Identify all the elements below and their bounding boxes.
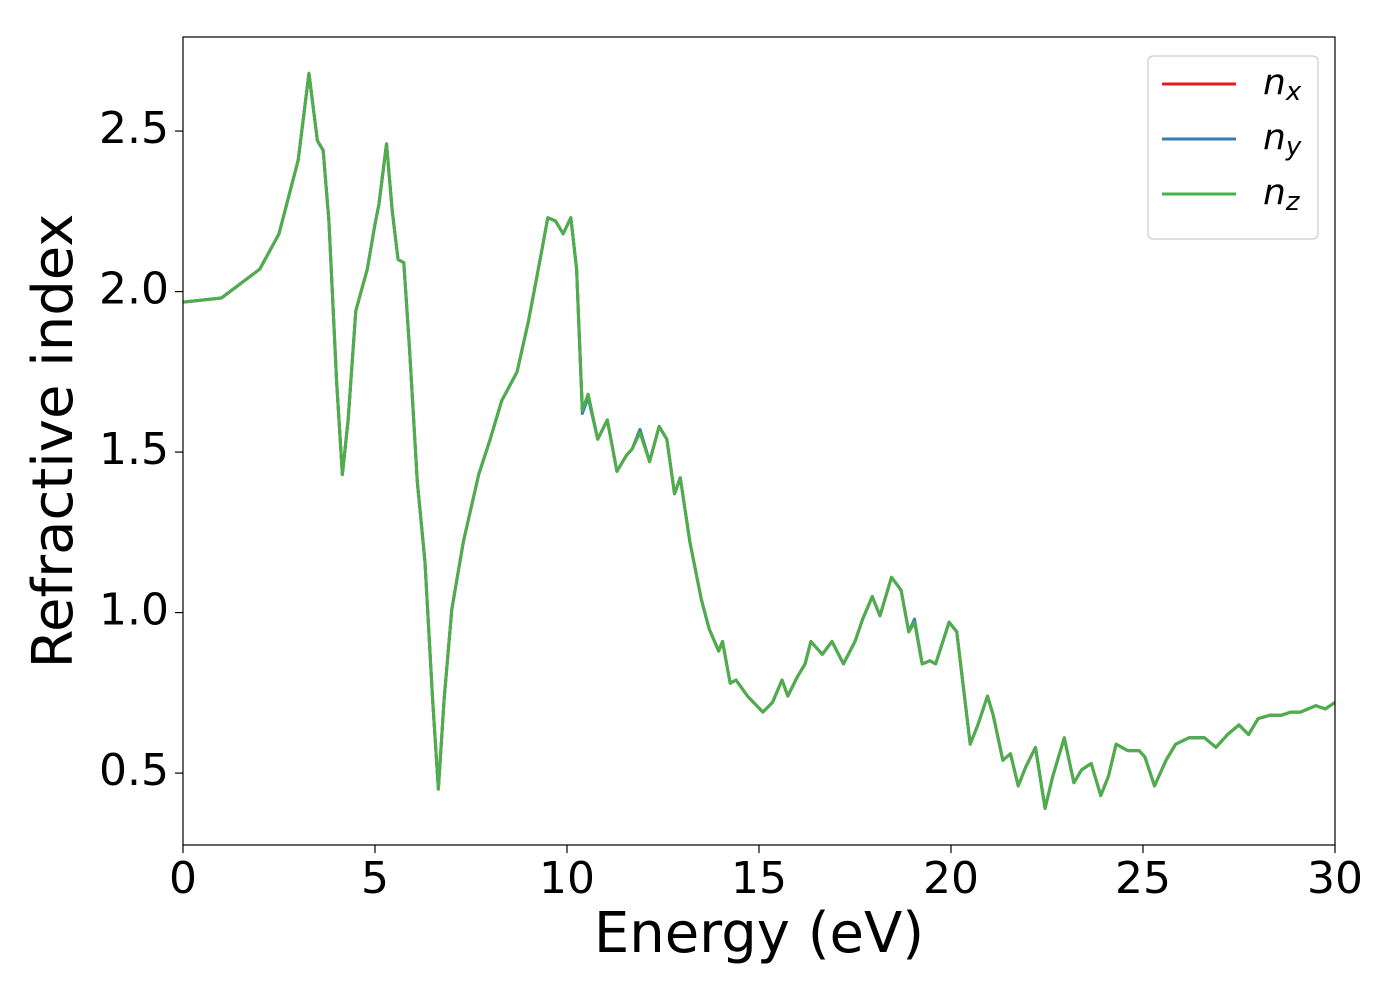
x-tick-label: 30 (1307, 853, 1363, 904)
x-tick-label: 20 (923, 853, 979, 904)
y-tick-label: 1.0 (99, 585, 169, 636)
x-tick-label: 0 (169, 853, 197, 904)
series-line (183, 71, 1335, 810)
y-axis-label: Refractive index (21, 214, 86, 669)
y-tick-label: 2.0 (99, 264, 169, 315)
legend-label: ny (1263, 117, 1302, 162)
plot-frame (182, 36, 1336, 846)
legend: nx ny nz (1147, 55, 1319, 240)
x-tick-label: 10 (539, 853, 595, 904)
x-tick-label: 15 (731, 853, 787, 904)
x-axis-label: Energy (eV) (594, 901, 924, 966)
x-tick-label: 25 (1115, 853, 1171, 904)
x-tick-label: 5 (361, 853, 389, 904)
y-tick-label: 1.5 (99, 424, 169, 475)
y-tick-label: 0.5 (99, 745, 169, 796)
y-tick-label: 2.5 (99, 103, 169, 154)
legend-label: nx (1263, 62, 1302, 107)
legend-label: nz (1263, 172, 1301, 217)
